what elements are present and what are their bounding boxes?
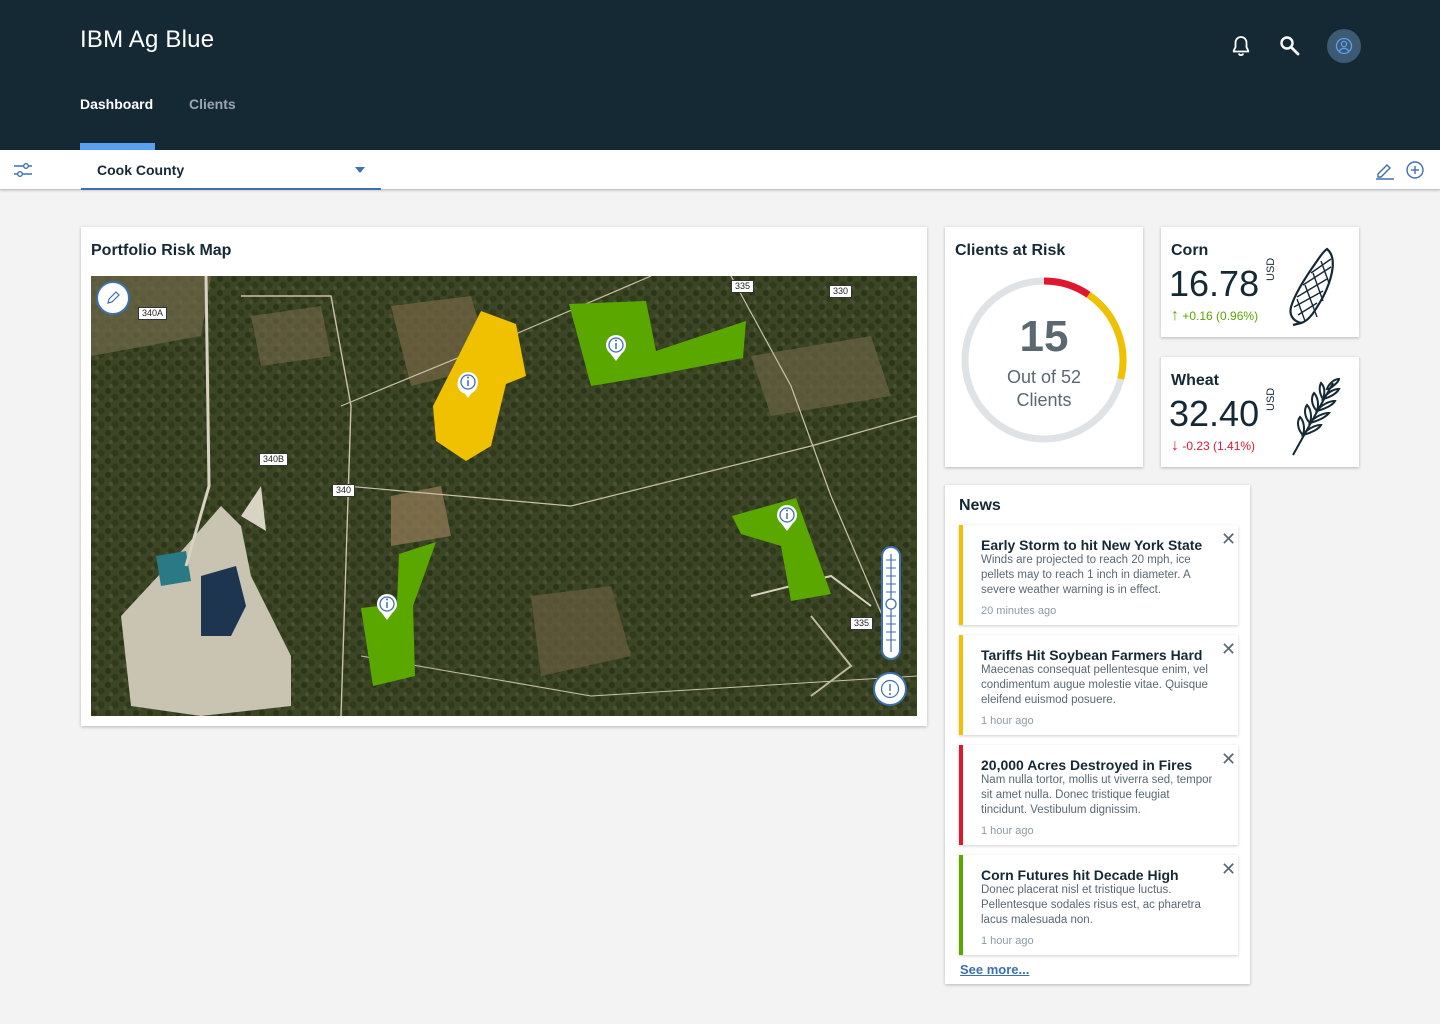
clients-at-risk-title: Clients at Risk xyxy=(955,242,1066,259)
news-headline: Early Storm to hit New York State xyxy=(981,537,1203,553)
close-icon[interactable]: ✕ xyxy=(1221,639,1237,659)
see-more-link[interactable]: See more... xyxy=(960,962,1030,977)
wheat-price: 32.40 xyxy=(1169,393,1260,434)
news-body: Nam nulla tortor, mollis ut viverra sed,… xyxy=(981,774,1213,816)
search-icon[interactable] xyxy=(1278,34,1302,58)
wheat-price-card: Wheat 32.40 USD ↓ -0.23 (1.41%) xyxy=(1161,357,1359,467)
zoom-slider[interactable] xyxy=(881,546,901,660)
road-label: 340A xyxy=(138,307,168,320)
news-time: 20 minutes ago xyxy=(981,605,1057,617)
close-icon[interactable]: ✕ xyxy=(1221,529,1237,549)
road-label: 340 xyxy=(332,484,356,497)
map-title: Portfolio Risk Map xyxy=(91,242,232,259)
risk-gauge xyxy=(961,277,1127,443)
county-dropdown[interactable]: Cook County xyxy=(81,150,381,190)
news-item[interactable]: Tariffs Hit Soybean Farmers Hard Maecena… xyxy=(959,635,1238,735)
info-pin-icon[interactable] xyxy=(606,335,626,361)
news-item[interactable]: Early Storm to hit New York State Winds … xyxy=(959,525,1238,625)
bell-icon[interactable] xyxy=(1229,34,1253,58)
close-icon[interactable]: ✕ xyxy=(1221,749,1237,769)
news-title: News xyxy=(959,497,1001,514)
low-risk-field[interactable] xyxy=(732,498,831,601)
road-label: 330 xyxy=(829,285,853,298)
medium-risk-field[interactable] xyxy=(433,311,526,461)
corn-price-card: Corn 16.78 USD ↑ +0.16 (0.96%) xyxy=(1161,227,1359,337)
corn-change-value: +0.16 (0.96%) xyxy=(1182,309,1259,323)
corn-price: 16.78 xyxy=(1169,263,1260,304)
info-pin-icon[interactable] xyxy=(377,594,397,620)
road-label: 335 xyxy=(731,280,755,293)
toolbar: Cook County xyxy=(0,150,1440,190)
news-headline: Corn Futures hit Decade High xyxy=(981,867,1179,883)
filter-sliders-icon[interactable] xyxy=(13,161,33,179)
wheat-title: Wheat xyxy=(1171,372,1219,389)
map-draw-button[interactable] xyxy=(96,281,130,315)
arrow-up-icon: ↑ xyxy=(1171,307,1179,324)
road-label: 335 xyxy=(850,617,874,630)
user-icon xyxy=(1335,37,1353,55)
wheat-change-value: -0.23 (1.41%) xyxy=(1182,439,1256,453)
county-dropdown-value: Cook County xyxy=(97,162,185,178)
news-item[interactable]: Corn Futures hit Decade High Donec place… xyxy=(959,855,1238,955)
low-risk-field[interactable] xyxy=(361,542,436,686)
news-body: Winds are projected to reach 20 mph, ice… xyxy=(981,554,1191,596)
wheat-icon xyxy=(1292,377,1341,456)
corn-change: ↑ +0.16 (0.96%) xyxy=(1171,307,1258,325)
satellite-map[interactable]: 340A 335 330 340B 340 335 xyxy=(91,276,917,716)
news-time: 1 hour ago xyxy=(981,715,1034,727)
news-headline: Tariffs Hit Soybean Farmers Hard xyxy=(981,647,1203,663)
news-item[interactable]: 20,000 Acres Destroyed in Fires Nam null… xyxy=(959,745,1238,845)
corn-title: Corn xyxy=(1171,242,1209,259)
info-pin-icon[interactable] xyxy=(457,372,479,398)
app-title: IBM Ag Blue xyxy=(80,26,215,53)
tab-dashboard[interactable]: Dashboard xyxy=(80,96,154,112)
user-avatar-icon[interactable] xyxy=(1327,29,1361,63)
active-tab-indicator xyxy=(80,143,155,150)
add-circle-icon[interactable] xyxy=(1406,161,1424,179)
clients-at-risk-count: 15 xyxy=(1019,312,1069,361)
road-label: 340B xyxy=(259,453,289,466)
edit-pencil-icon[interactable] xyxy=(1375,160,1395,180)
tab-clients[interactable]: Clients xyxy=(189,96,236,112)
app-header: IBM Ag Blue Dashboard Clients xyxy=(0,0,1440,150)
clients-at-risk-card: Clients at Risk 15 Out of 52 Clients xyxy=(945,227,1143,467)
wheat-unit: USD xyxy=(1265,387,1277,411)
low-risk-field[interactable] xyxy=(569,301,746,386)
clients-at-risk-subtitle-line1: Out of 52 xyxy=(1006,367,1082,387)
wheat-change: ↓ -0.23 (1.41%) xyxy=(1171,437,1255,455)
news-body: Maecenas consequat pellentesque enim, ve… xyxy=(981,664,1208,706)
news-time: 1 hour ago xyxy=(981,825,1034,837)
arrow-down-icon: ↓ xyxy=(1171,437,1179,454)
alert-icon xyxy=(880,679,900,699)
news-headline: 20,000 Acres Destroyed in Fires xyxy=(981,757,1193,773)
clients-at-risk-subtitle-line2: Clients xyxy=(1016,390,1072,410)
news-body: Donec placerat nisl et tristique luctus.… xyxy=(981,884,1201,926)
news-card: News Early Storm to hit New York State W… xyxy=(945,485,1250,984)
corn-unit: USD xyxy=(1265,257,1277,281)
clients-at-risk-subtitle: Out of 52 Clients xyxy=(945,366,1143,412)
portfolio-risk-map-card: Portfolio Risk Map xyxy=(81,227,927,726)
map-terrain xyxy=(91,276,917,716)
gauge-medium-arc xyxy=(1086,291,1127,380)
news-time: 1 hour ago xyxy=(981,935,1034,947)
chevron-down-icon xyxy=(355,167,365,173)
corn-icon xyxy=(1289,247,1334,327)
info-pin-icon[interactable] xyxy=(777,505,797,531)
pencil-icon xyxy=(107,291,120,304)
close-icon[interactable]: ✕ xyxy=(1221,859,1237,879)
gauge-high-arc xyxy=(1043,277,1091,298)
zoom-ticks-icon xyxy=(885,554,897,652)
map-alert-button[interactable] xyxy=(873,672,907,706)
